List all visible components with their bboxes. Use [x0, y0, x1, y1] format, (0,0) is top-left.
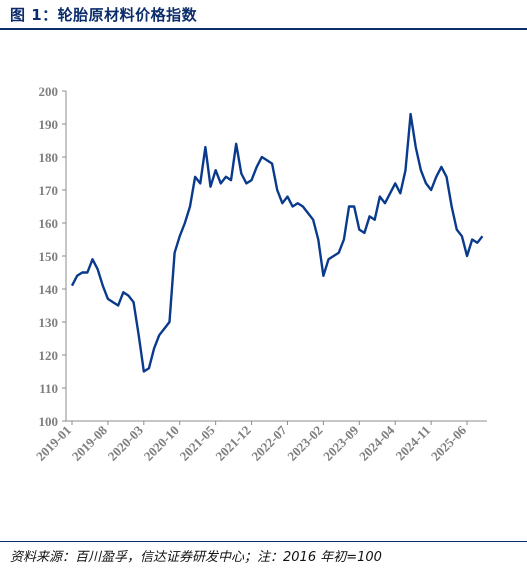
- y-tick-label: 130: [39, 315, 59, 330]
- y-tick-label: 150: [39, 249, 59, 264]
- bottom-rule: [0, 541, 527, 542]
- y-tick-label: 140: [39, 282, 59, 297]
- y-tick-label: 110: [39, 381, 58, 396]
- x-tick-label: 2020-10: [141, 423, 182, 464]
- y-tick-label: 120: [39, 348, 59, 363]
- figure-title: 图 1：轮胎原材料价格指数: [10, 6, 198, 24]
- y-tick-label: 170: [39, 183, 59, 198]
- top-rule: [0, 28, 527, 30]
- x-tick-label: 2019-08: [69, 422, 111, 464]
- line-chart: 100 110 120 130 140 150 160 170 180 190 200 2019-0…: [33, 84, 487, 464]
- x-tick-label: 2021-12: [212, 423, 253, 464]
- y-tick-label: 200: [39, 84, 59, 99]
- x-tick-label: 2023-09: [320, 422, 362, 464]
- x-tick-label: 2024-11: [393, 423, 434, 464]
- x-tick-label: 2023-02: [284, 423, 325, 464]
- y-tick-label: 160: [39, 216, 59, 231]
- y-tick-label: 100: [39, 414, 59, 429]
- x-tick-label: 2022-07: [248, 422, 290, 464]
- x-tick-label: 2020-03: [105, 422, 147, 464]
- x-axis-ticks: 2019-012019-082020-032020-102021-052021-…: [33, 421, 470, 464]
- x-tick-label: 2021-05: [177, 422, 219, 464]
- x-tick-label: 2025-06: [428, 422, 470, 464]
- price-index-line: [70, 112, 484, 373]
- y-tick-label: 180: [39, 150, 59, 165]
- y-tick-label: 190: [39, 117, 59, 132]
- source-note: 资料来源：百川盈孚，信达证券研发中心；注：2016 年初=100: [10, 550, 382, 565]
- y-axis-ticks: 100 110 120 130 140 150 160 170 180 190 200: [39, 84, 66, 429]
- x-tick-label: 2024-04: [356, 422, 398, 464]
